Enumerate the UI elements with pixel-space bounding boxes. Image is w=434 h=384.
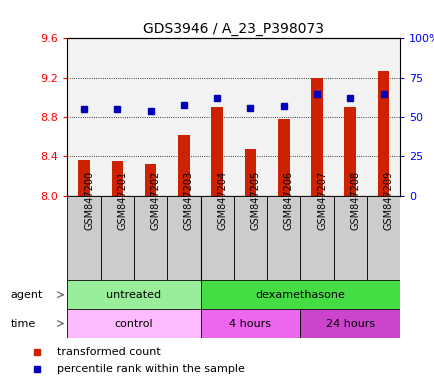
Text: GSM847200: GSM847200 xyxy=(84,170,94,230)
Bar xyxy=(200,309,299,338)
Bar xyxy=(333,196,366,280)
Bar xyxy=(233,38,266,196)
Bar xyxy=(266,38,299,196)
Bar xyxy=(167,196,200,280)
Text: GSM847202: GSM847202 xyxy=(150,170,160,230)
Bar xyxy=(101,196,134,280)
Bar xyxy=(134,196,167,280)
Bar xyxy=(277,119,289,196)
Bar xyxy=(299,196,333,280)
Text: 24 hours: 24 hours xyxy=(325,318,374,329)
Bar xyxy=(200,196,233,280)
Text: GSM847204: GSM847204 xyxy=(217,170,227,230)
Bar xyxy=(101,38,134,196)
Text: time: time xyxy=(11,318,36,329)
Bar xyxy=(178,135,189,196)
Bar xyxy=(200,280,399,309)
Text: control: control xyxy=(115,318,153,329)
Bar xyxy=(244,149,256,196)
Bar xyxy=(78,161,90,196)
Text: agent: agent xyxy=(11,290,43,300)
Bar xyxy=(233,196,266,280)
Bar xyxy=(366,38,399,196)
Bar xyxy=(366,196,399,280)
Text: GSM847207: GSM847207 xyxy=(316,170,326,230)
Title: GDS3946 / A_23_P398073: GDS3946 / A_23_P398073 xyxy=(143,22,324,36)
Bar xyxy=(134,38,167,196)
Text: GSM847203: GSM847203 xyxy=(184,170,194,230)
Bar xyxy=(377,71,388,196)
Text: GSM847209: GSM847209 xyxy=(383,170,393,230)
Bar xyxy=(310,78,322,196)
Text: GSM847206: GSM847206 xyxy=(283,170,293,230)
Text: GSM847208: GSM847208 xyxy=(349,170,359,230)
Text: percentile rank within the sample: percentile rank within the sample xyxy=(57,364,244,374)
Bar xyxy=(145,164,156,196)
Bar xyxy=(67,280,200,309)
Bar xyxy=(200,38,233,196)
Bar xyxy=(67,309,200,338)
Text: dexamethasone: dexamethasone xyxy=(255,290,345,300)
Bar xyxy=(67,196,101,280)
Text: untreated: untreated xyxy=(106,290,161,300)
Bar xyxy=(111,161,123,196)
Bar xyxy=(211,107,223,196)
Text: transformed count: transformed count xyxy=(57,347,161,357)
Bar xyxy=(266,196,299,280)
Bar xyxy=(344,107,355,196)
Bar xyxy=(167,38,200,196)
Text: GSM847205: GSM847205 xyxy=(250,170,260,230)
Text: 4 hours: 4 hours xyxy=(229,318,271,329)
Bar xyxy=(67,38,101,196)
Bar xyxy=(299,309,399,338)
Bar xyxy=(299,38,333,196)
Text: GSM847201: GSM847201 xyxy=(117,170,127,230)
Bar xyxy=(333,38,366,196)
